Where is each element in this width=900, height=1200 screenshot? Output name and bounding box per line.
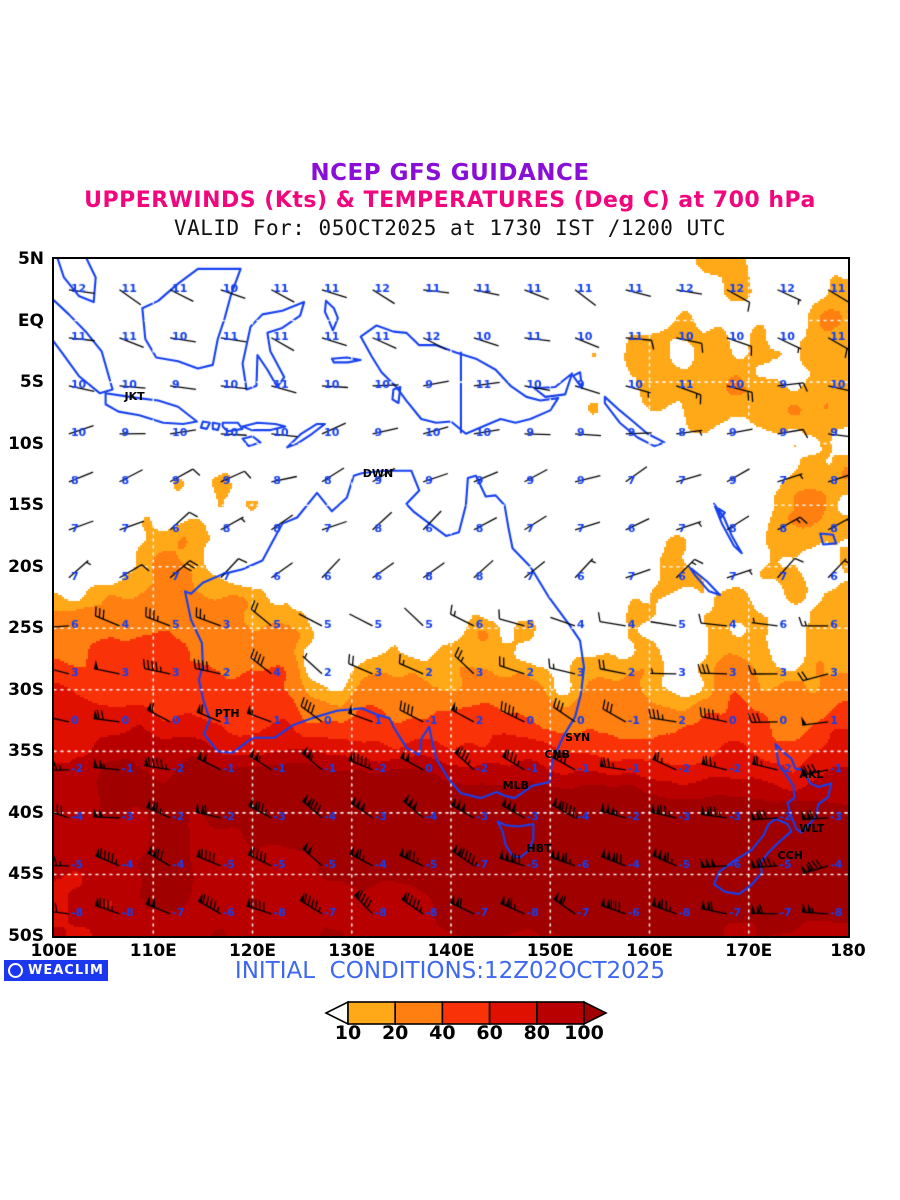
weaclim-logo: WEACLIM xyxy=(4,960,108,981)
x-axis-tick-180: 180 xyxy=(830,941,866,961)
circle-ring-icon xyxy=(8,963,23,978)
colorbar-svg xyxy=(324,1000,608,1026)
map-frame: JKT DWN PTH SYN CNB MLB HBT AKL WLT CCH xyxy=(52,257,850,938)
chart-title-block: NCEP GFS GUIDANCE UPPERWINDS (Kts) & TEM… xyxy=(0,160,900,242)
y-axis-tick-5s: 5S xyxy=(19,372,44,393)
y-axis-tick-45s: 45S xyxy=(8,864,44,885)
x-axis-tick-100e: 100E xyxy=(30,941,78,961)
y-axis-tick-35s: 35S xyxy=(8,741,44,762)
y-axis-tick-25s: 25S xyxy=(8,618,44,639)
colorbar-over-arrow xyxy=(583,1000,608,1026)
chart-subtitle: UPPERWINDS (Kts) & TEMPERATURES (Deg C) … xyxy=(84,188,816,213)
colorbar-under-arrow xyxy=(324,1000,349,1026)
page-title: NCEP GFS GUIDANCE xyxy=(310,160,590,186)
valid-time-text: VALID For: 05OCT2025 at 1730 IST /1200 U… xyxy=(173,216,726,240)
colorbar-swatch xyxy=(394,1001,444,1025)
colorbar-tick-label: 10 xyxy=(334,1022,362,1044)
colorbar-swatch xyxy=(347,1001,397,1025)
x-axis-tick-120e: 120E xyxy=(228,941,277,961)
x-axis-tick-130e: 130E xyxy=(328,941,376,961)
colorbar-tick-label: 40 xyxy=(429,1022,456,1044)
y-axis-tick-eq: EQ xyxy=(17,310,44,331)
x-axis-tick-170e: 170E xyxy=(725,941,773,961)
x-axis-tick-150e: 150E xyxy=(526,941,574,961)
colorbar xyxy=(324,1000,608,1034)
y-axis-tick-20s: 20S xyxy=(8,556,44,577)
colorbar-tick-label: 20 xyxy=(381,1022,409,1044)
colorbar-labels: 10 20 40 60 80 100 xyxy=(324,1022,608,1048)
x-axis-tick-160e: 160E xyxy=(625,941,674,961)
colorbar-tick-label: 80 xyxy=(523,1022,551,1044)
colorbar-swatch xyxy=(536,1001,585,1025)
y-axis-tick-10s: 10S xyxy=(8,433,44,454)
colorbar-swatch xyxy=(441,1001,491,1025)
initial-conditions-text: INITIAL CONDITIONS:12Z02OCT2025 xyxy=(234,958,666,984)
y-axis-tick-15s: 15S xyxy=(8,495,44,516)
colorbar-tick-label: 100 xyxy=(564,1022,604,1044)
weather-map-canvas xyxy=(54,259,848,936)
y-axis-tick-30s: 30S xyxy=(8,679,44,700)
map-container: JKT DWN PTH SYN CNB MLB HBT AKL WLT CCH xyxy=(52,257,850,938)
weaclim-logo-text: WEACLIM xyxy=(28,963,104,978)
y-axis-tick-50s: 50S xyxy=(8,926,44,946)
colorbar-swatch xyxy=(488,1001,538,1025)
y-axis-tick-40s: 40S xyxy=(8,802,44,823)
x-axis-tick-110e: 110E xyxy=(129,941,177,961)
colorbar-tick-label: 60 xyxy=(476,1022,503,1044)
y-axis-tick-5n: 5N xyxy=(17,249,44,269)
x-axis-tick-140e: 140E xyxy=(427,941,475,961)
